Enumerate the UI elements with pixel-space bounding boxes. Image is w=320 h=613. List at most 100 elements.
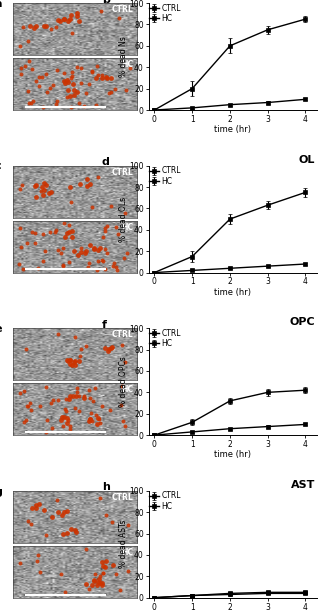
Point [100,256,105,266]
Point [92,569,98,579]
Point [114,569,119,579]
Point [64,528,69,538]
Point [100,561,105,571]
Text: f: f [102,319,107,330]
Point [68,524,74,533]
Point [28,97,34,107]
Point [69,10,74,20]
Point [63,587,68,596]
Point [48,398,53,408]
Point [18,69,23,79]
Point [59,248,64,258]
Point [68,197,73,207]
Point [119,400,124,410]
Point [94,265,100,275]
Point [54,99,59,109]
Point [28,405,33,415]
Point [106,345,111,354]
Point [40,72,45,82]
Point [109,74,114,83]
Point [26,99,31,109]
Point [43,427,48,436]
Point [87,179,92,189]
Point [74,391,79,401]
Point [41,504,46,514]
Point [34,556,39,566]
Point [62,75,67,85]
Text: CTRL: CTRL [112,168,133,177]
Point [98,493,103,503]
Point [41,178,46,188]
Point [112,259,117,268]
Point [100,255,105,265]
Point [96,245,101,255]
Point [62,232,67,242]
Point [74,383,79,392]
Point [98,578,103,588]
Point [113,84,118,94]
Point [55,15,60,25]
Point [27,398,32,408]
Point [98,6,103,16]
Point [37,568,43,577]
Point [44,530,49,539]
Point [76,356,82,366]
Point [99,70,104,80]
Point [109,343,114,352]
Point [66,85,71,95]
Point [88,414,93,424]
Point [36,550,41,560]
Text: HC: HC [121,548,133,557]
Point [78,344,84,354]
Point [75,250,80,260]
Point [77,98,82,108]
Point [58,416,63,425]
Point [71,90,76,100]
Point [22,61,28,71]
Point [103,72,108,82]
Point [60,261,66,270]
Point [88,414,93,424]
Point [87,386,92,395]
Point [65,413,70,422]
Text: OPC: OPC [290,317,315,327]
Point [106,346,111,356]
Point [66,227,71,237]
Point [28,519,33,529]
Point [68,424,73,434]
Point [83,248,88,258]
Point [79,63,84,73]
Point [54,64,60,74]
Point [61,260,66,270]
Point [69,102,74,112]
Point [38,402,43,411]
Text: b: b [102,0,109,4]
Text: a: a [0,0,2,9]
Point [95,256,100,266]
Point [88,415,93,425]
Point [81,391,86,401]
Point [89,416,94,425]
Point [60,243,66,253]
Point [96,414,101,424]
Point [93,100,98,110]
Text: OL: OL [299,154,315,164]
Point [18,388,23,398]
Point [70,226,75,236]
Point [114,262,119,272]
Point [58,16,63,26]
Point [47,188,52,198]
Point [84,246,89,256]
Point [48,24,53,34]
Point [33,228,38,238]
Point [53,225,59,235]
Point [19,180,24,190]
Point [73,332,78,342]
Point [86,416,91,425]
Point [19,63,24,73]
Point [113,223,118,232]
Point [50,512,55,522]
Point [78,78,84,88]
Point [73,360,78,370]
Point [76,16,82,26]
